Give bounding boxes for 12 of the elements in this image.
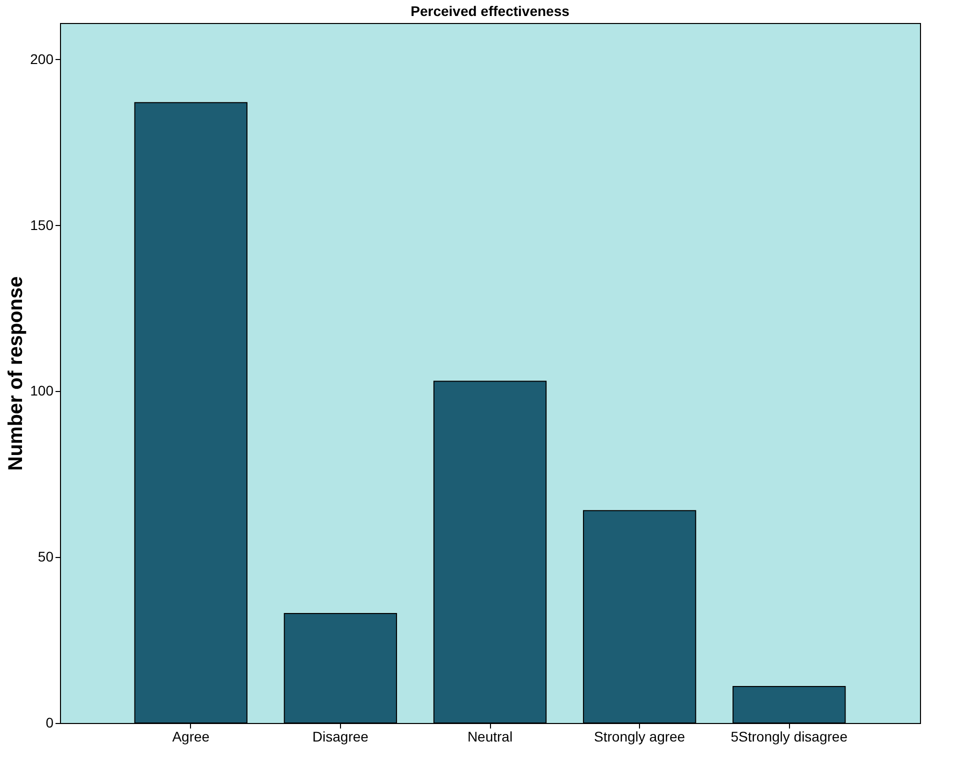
y-axis-title: Number of response [5,276,28,471]
x-tick-label: Disagree [312,728,369,744]
y-tick-label: 50 [38,548,54,565]
x-tick-label: Strongly agree [594,728,686,744]
x-tick-label: Neutral [467,728,513,744]
y-tick-label: 100 [30,382,54,399]
y-tick-label: 150 [30,216,54,233]
chart-title: Perceived effectiveness [410,3,570,19]
x-tick-label: Agree [172,728,210,744]
y-tick-label: 200 [30,50,54,67]
y-tick-label: 0 [46,714,54,730]
x-tick-label: 5Strongly disagree [730,728,848,744]
